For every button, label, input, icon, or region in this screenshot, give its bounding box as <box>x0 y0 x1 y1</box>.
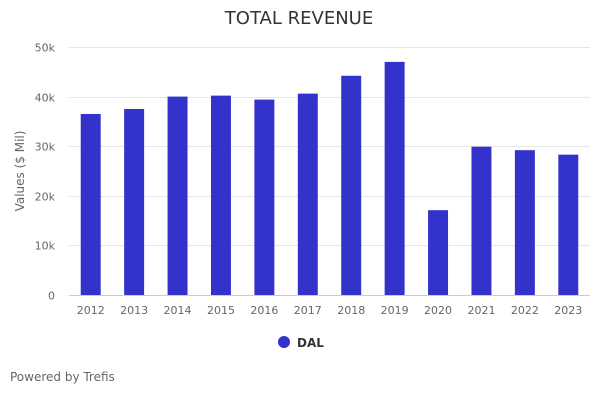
legend[interactable]: DAL <box>278 336 324 350</box>
bar-2013[interactable] <box>124 109 145 295</box>
x-tick-label: 2015 <box>207 304 235 317</box>
bar-2019[interactable] <box>384 61 405 295</box>
bar-2021[interactable] <box>471 146 492 295</box>
y-tick-label: 10k <box>35 240 56 253</box>
y-axis-title: Values ($ Mil) <box>13 131 27 212</box>
x-tick-label: 2020 <box>424 304 452 317</box>
bar-2022[interactable] <box>514 150 535 295</box>
x-tick-label: 2022 <box>511 304 539 317</box>
chart-title: TOTAL REVENUE <box>224 8 373 29</box>
bar-2023[interactable] <box>558 154 579 295</box>
y-tick-label: 20k <box>35 191 56 204</box>
bar-2020[interactable] <box>428 210 449 295</box>
bar-2017[interactable] <box>297 93 318 296</box>
bar-2016[interactable] <box>254 99 275 295</box>
x-tick-label: 2019 <box>381 304 409 317</box>
bar-2014[interactable] <box>167 96 188 295</box>
legend-marker-dal[interactable] <box>278 336 290 348</box>
x-tick-label: 2014 <box>164 304 192 317</box>
credits-link[interactable]: Powered by Trefis <box>10 370 115 384</box>
x-tick-label: 2013 <box>120 304 148 317</box>
y-tick-label: 50k <box>35 42 56 55</box>
bar-series <box>80 61 579 296</box>
x-tick-label: 2016 <box>250 304 278 317</box>
x-tick-label: 2017 <box>294 304 322 317</box>
y-tick-label: 40k <box>35 92 56 105</box>
bar-2012[interactable] <box>80 113 101 296</box>
y-tick-label: 0 <box>48 290 55 303</box>
legend-label-dal[interactable]: DAL <box>297 336 324 350</box>
y-tick-label: 30k <box>35 141 56 154</box>
x-tick-label: 2023 <box>554 304 582 317</box>
x-tick-label: 2012 <box>77 304 105 317</box>
y-axis-ticks: 0 10k 20k 30k 40k 50k <box>35 42 56 303</box>
x-tick-label: 2021 <box>467 304 495 317</box>
bar-2018[interactable] <box>341 75 362 296</box>
gridlines <box>69 47 590 246</box>
bar-2015[interactable] <box>210 95 231 295</box>
x-axis-ticks: 2012 2013 2014 2015 2016 2017 2018 2019 2020 2021… <box>77 304 583 317</box>
x-tick-label: 2018 <box>337 304 365 317</box>
